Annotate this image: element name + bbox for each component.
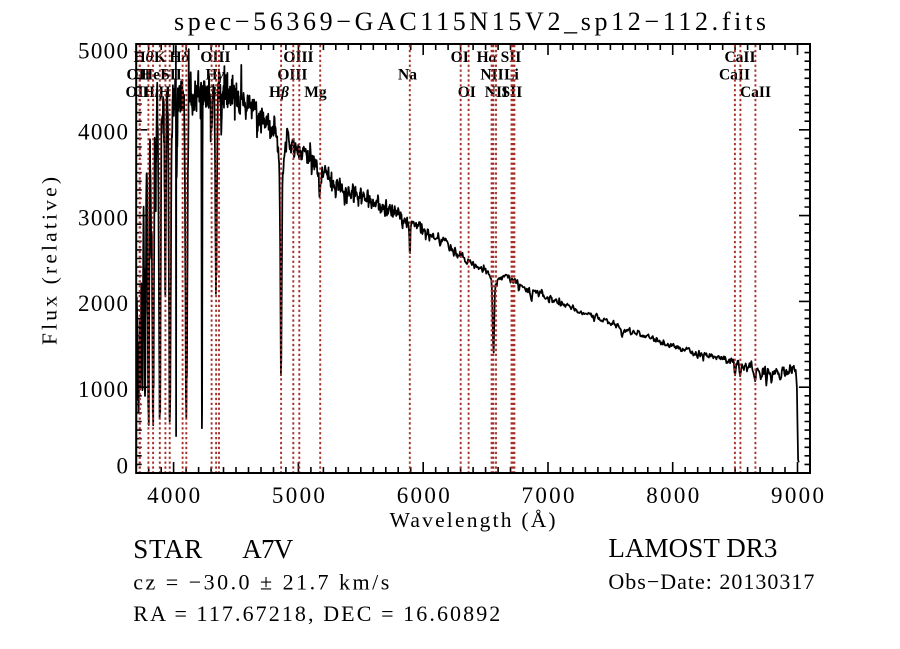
svg-text:3000: 3000 [78,205,128,230]
svg-text:H: H [158,84,170,101]
svg-text:Mg: Mg [304,84,327,101]
svg-text:Hβ: Hβ [269,84,289,101]
svg-text:4000: 4000 [78,120,128,145]
svg-text:SII: SII [501,49,522,66]
svg-text:Hγ: Hγ [206,67,225,84]
svg-text:5000: 5000 [78,39,128,64]
svg-text:LAMOST DR3: LAMOST DR3 [608,533,777,563]
svg-text:Obs−Date: 20130317: Obs−Date: 20130317 [608,569,814,594]
svg-text:NII: NII [485,84,508,101]
svg-text:Hη: Hη [143,84,164,101]
svg-text:CaII: CaII [724,49,755,66]
svg-text:STAR: STAR [133,534,202,564]
svg-text:RA = 117.67218, DEC = 16.6089: RA = 117.67218, DEC = 16.60892 [133,601,500,626]
svg-text:OI: OI [458,84,476,101]
svg-text:Hδ: Hδ [169,49,189,66]
svg-text:A7V: A7V [242,534,294,564]
svg-text:OII: OII [126,67,150,84]
svg-text:0: 0 [117,454,129,479]
svg-text:1000: 1000 [78,377,128,402]
svg-text:spec−56369−GAC115N15V2_sp12−11: spec−56369−GAC115N15V2_sp12−112.fits [174,7,766,36]
svg-text:Na: Na [398,67,417,84]
svg-text:K: K [154,49,166,66]
svg-text:Wavelength (Å): Wavelength (Å) [390,508,556,532]
svg-text:OIII: OIII [283,49,313,66]
svg-text:OIII: OIII [200,49,230,66]
svg-text:OI: OI [451,49,469,66]
svg-text:CaII: CaII [740,84,771,101]
svg-text:SII: SII [502,84,523,101]
svg-text:Flux (relative): Flux (relative) [38,177,62,345]
svg-text:SII: SII [161,67,182,84]
svg-text:cz = −30.0 ± 21.7 km/s: cz = −30.0 ± 21.7 km/s [133,570,389,595]
svg-text:Hθ: Hθ [133,49,153,66]
svg-text:2000: 2000 [78,291,128,316]
svg-text:G: G [205,84,217,101]
svg-text:OII: OII [125,84,149,101]
svg-text:Hα: Hα [477,49,498,66]
